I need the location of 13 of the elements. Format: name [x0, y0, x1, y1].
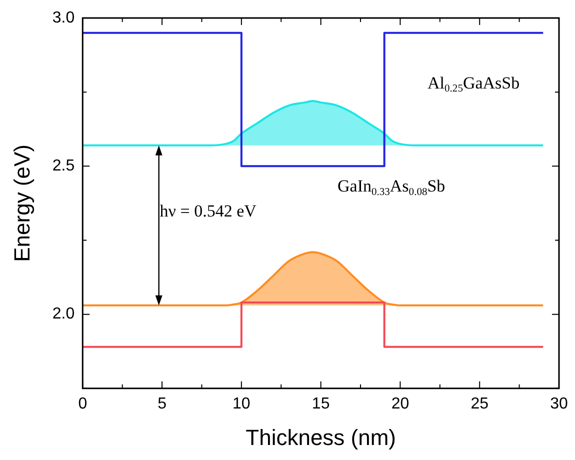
x-tick-label: 20 [391, 395, 410, 412]
x-tick-label: 5 [158, 395, 167, 412]
x-tick-label: 25 [470, 395, 489, 412]
y-tick-label: 2.5 [52, 158, 75, 175]
y-tick-label: 3.0 [52, 9, 75, 26]
x-tick-label: 0 [78, 395, 88, 412]
x-tick-label: 10 [232, 395, 250, 412]
x-axis-title: Thickness (nm) [246, 424, 396, 450]
y-axis-title: Energy (eV) [9, 144, 34, 262]
annotation: hν = 0.542 eV [160, 202, 258, 221]
y-tick-label: 2.0 [52, 306, 75, 323]
x-tick-label: 30 [550, 395, 568, 412]
x-tick-label: 15 [312, 395, 330, 412]
